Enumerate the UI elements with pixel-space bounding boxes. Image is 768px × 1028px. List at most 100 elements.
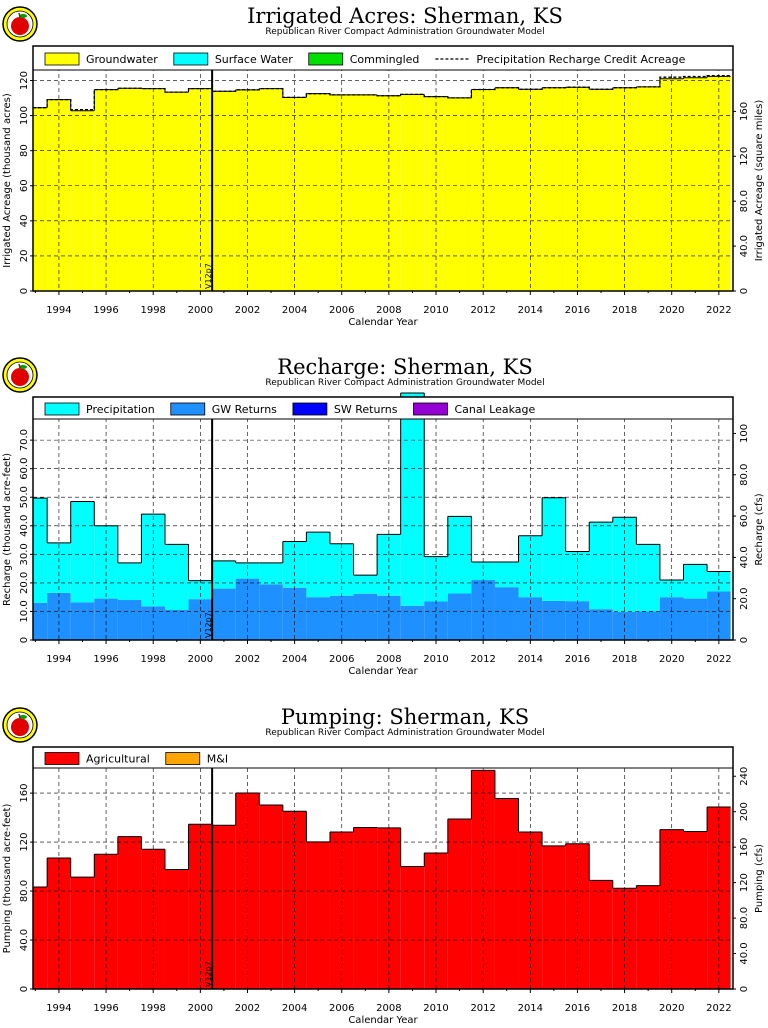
grid [33, 46, 733, 291]
apple-stem [18, 363, 21, 369]
bar-precipitation-2017 [589, 522, 613, 610]
y2-tick-label: 80.0 [739, 464, 750, 486]
bar-agricultural-2022 [707, 807, 731, 989]
bar-precipitation-2001 [212, 560, 236, 589]
bar-gw-returns-2017 [589, 609, 613, 640]
series-recharge-credit-line [33, 74, 731, 111]
apple-leaf [19, 715, 27, 719]
bar-precipitation-2021 [683, 564, 708, 599]
bar-groundwater-2007 [353, 94, 378, 292]
x-axis-label: Calendar Year [348, 1015, 418, 1024]
bar-agricultural-2005 [306, 841, 330, 989]
x-tick-label: 2006 [329, 305, 354, 316]
x-tick-label: 2010 [423, 305, 448, 316]
bar-agricultural-2011 [447, 819, 472, 989]
bar-groundwater-2014 [518, 89, 543, 292]
apple-shape [11, 368, 29, 386]
apple-leaf [19, 14, 27, 18]
bar-agricultural-1999 [164, 869, 189, 989]
model-version-label: V12p7 [204, 961, 213, 987]
bar-groundwater-2020 [659, 78, 684, 292]
y-tick-label: 20.0 [19, 572, 30, 594]
y2-tick-label: 0 [739, 637, 750, 643]
legend-item-m-i-swatch [165, 752, 201, 765]
bar-precipitation-2007 [353, 575, 378, 594]
y-tick-label: 40 [19, 214, 30, 227]
legend-item-surface-water-label: Surface Water [215, 53, 293, 66]
apple-leaf [19, 365, 27, 369]
model-version-label: V12p7 [204, 263, 213, 289]
bar-gw-returns-2011 [447, 593, 472, 640]
y-tick-label: 120 [19, 71, 30, 90]
bar-agricultural-1996 [94, 854, 118, 989]
bar-agricultural-2003 [259, 804, 283, 989]
legend-item-precipitation-label: Precipitation [86, 403, 155, 416]
legend-item-sw-returns-label: SW Returns [334, 403, 398, 416]
x-tick-label: 2014 [518, 654, 543, 665]
y-axis-left: 0 10.0 20.0 30.0 40.0 50.0 60.0 70.0 [19, 429, 33, 643]
x-tick-label: 1994 [46, 654, 71, 665]
y2-tick-label: 60.0 [739, 505, 750, 527]
y2-tick-label: 120 [739, 147, 750, 166]
apple-shape [11, 718, 29, 736]
legend-item-gw-returns-label: GW Returns [212, 403, 277, 416]
x-axis: 1994 1996 1998 2000 2002 2004 2006 2008 2010 2012… [34, 640, 732, 665]
x-tick-label: 2004 [282, 305, 307, 316]
y2-tick-label: 80.0 [739, 907, 750, 929]
y2-tick-label: 40.0 [739, 546, 750, 568]
bar-agricultural-1995 [70, 877, 95, 989]
bar-agricultural-2015 [542, 845, 566, 989]
data-bars [33, 75, 731, 292]
y-tick-label: 0 [19, 637, 30, 643]
bar-gw-returns-2013 [494, 587, 519, 640]
x-tick-label: 2004 [282, 654, 307, 665]
y-tick-label: 0 [19, 288, 30, 294]
x-tick-label: 2008 [376, 305, 401, 316]
y-tick-label: 60 [19, 179, 30, 192]
x-tick-label: 2006 [329, 1003, 354, 1014]
x-tick-label: 2006 [329, 654, 354, 665]
bar-gw-returns-2018 [612, 612, 637, 640]
apple-shape [11, 17, 29, 35]
chart-subtitle: Republican River Compact Administration … [265, 378, 544, 388]
bar-gw-returns-2007 [353, 593, 378, 640]
bar-agricultural-2009 [400, 866, 425, 989]
apple-stem [18, 713, 21, 719]
x-tick-label: 2018 [612, 1003, 637, 1014]
x-tick-label: 2004 [282, 1003, 307, 1014]
y2-tick-label: 100 [739, 424, 750, 443]
legend-item-surface-water-swatch [173, 52, 209, 66]
bar-precipitation-2003 [259, 562, 283, 585]
x-tick-label: 1994 [46, 305, 71, 316]
bar-groundwater-2012 [471, 89, 495, 291]
bar-agricultural-2007 [353, 827, 378, 989]
x-tick-label: 1998 [140, 654, 165, 665]
apple-logo-icon [2, 6, 38, 42]
x-tick-label: 1996 [93, 1003, 118, 1014]
bar-precipitation-1993 [33, 498, 48, 603]
y-tick-label: 0 [19, 986, 30, 992]
x-axis: 1994 1996 1998 2000 2002 2004 2006 2008 2010 2012… [34, 989, 732, 1014]
y2-tick-label: 80.0 [739, 190, 750, 212]
x-axis-label: Calendar Year [348, 317, 418, 328]
x-tick-label: 2008 [376, 1003, 401, 1014]
bar-precipitation-1997 [117, 562, 142, 601]
y2-axis-label: Irrigated Acreage (square miles) [754, 100, 765, 262]
x-tick-label: 1998 [140, 1003, 165, 1014]
y2-axis-label: Pumping (cfs) [754, 844, 765, 913]
x-tick-label: 2002 [235, 305, 260, 316]
legend-item-agricultural-swatch [44, 752, 80, 765]
bar-agricultural-2010 [424, 852, 448, 989]
bar-agricultural-2012 [471, 770, 495, 989]
legend-item-groundwater-label: Groundwater [86, 53, 158, 66]
bar-precipitation-2005 [306, 532, 330, 598]
legend-item-canal-leakage-label: Canal Leakage [455, 403, 536, 416]
bar-gw-returns-2009 [400, 605, 425, 640]
legend-item-precipitation-swatch [44, 402, 80, 416]
y2-tick-label: 160 [739, 838, 750, 857]
legend-item-commingled-label: Commingled [350, 53, 420, 66]
y2-tick-label: 20.0 [739, 588, 750, 610]
y-axis-left: 0 20 40 60 80 100 120 [19, 71, 33, 294]
